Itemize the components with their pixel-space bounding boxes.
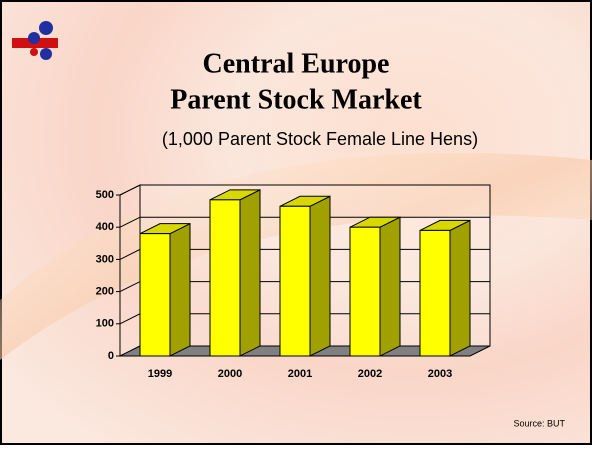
bar-side — [239, 189, 261, 357]
x-tick-label: 2001 — [288, 368, 312, 380]
x-tick-label: 2000 — [218, 368, 242, 380]
bar — [419, 229, 451, 357]
bar — [279, 205, 311, 357]
decoration — [0, 152, 592, 360]
subtitle: (1,000 Parent Stock Female Line Hens) — [162, 129, 478, 149]
logo — [12, 21, 58, 60]
bar — [139, 233, 171, 357]
bar — [209, 199, 241, 357]
y-tick-label: 500 — [96, 189, 114, 201]
bar-side — [449, 219, 471, 357]
bar-side — [379, 216, 401, 357]
x-tick-label: 2003 — [428, 368, 452, 380]
y-tick-label: 0 — [108, 350, 114, 362]
y-tick-label: 300 — [96, 253, 114, 265]
bar-side — [309, 195, 331, 357]
x-tick-label: 1999 — [148, 368, 172, 380]
grid-line — [119, 184, 490, 196]
title: Central Europe — [203, 48, 390, 79]
y-tick-label: 400 — [96, 221, 114, 233]
y-tick-label: 200 — [96, 286, 114, 298]
title: Parent Stock Market — [170, 84, 422, 115]
bar-side — [169, 222, 191, 357]
source: Source: BUT — [513, 418, 565, 428]
bar — [349, 226, 381, 357]
x-tick-label: 2002 — [358, 368, 382, 380]
y-tick-label: 100 — [96, 318, 114, 330]
